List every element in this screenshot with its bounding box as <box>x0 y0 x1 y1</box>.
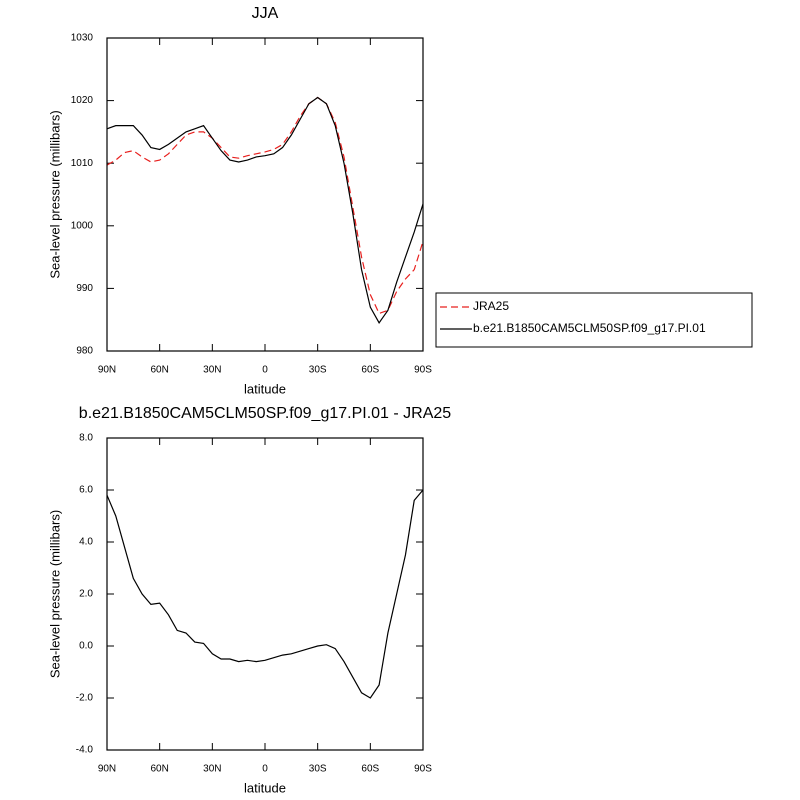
x-axis-title: latitude <box>244 381 286 396</box>
x-tick-label: 30N <box>203 764 221 775</box>
legend-label: b.e21.B1850CAM5CLM50SP.f09_g17.PI.01 <box>473 321 706 335</box>
y-tick-label: 6.0 <box>79 485 93 496</box>
x-axis-title: latitude <box>244 780 286 795</box>
y-tick-label: 8.0 <box>79 433 93 444</box>
x-tick-label: 30N <box>203 365 221 376</box>
y-tick-label: 1020 <box>71 95 94 106</box>
x-tick-label: 90S <box>414 764 432 775</box>
y-tick-label: 980 <box>76 346 93 357</box>
x-tick-label: 30S <box>309 365 327 376</box>
plot-frame <box>106 437 424 751</box>
y-tick-label: 0.0 <box>79 641 93 652</box>
x-tick-label: 90S <box>414 365 432 376</box>
x-tick-label: 60S <box>361 764 379 775</box>
y-tick-label: -2.0 <box>76 693 94 704</box>
x-tick-label: 90N <box>98 764 116 775</box>
x-tick-label: 60N <box>150 365 168 376</box>
x-tick-label: 60N <box>150 764 168 775</box>
x-tick-label: 0 <box>262 764 268 775</box>
data-line <box>106 96 424 324</box>
chart-title: b.e21.B1850CAM5CLM50SP.f09_g17.PI.01 - J… <box>79 405 451 422</box>
x-tick-label: 60S <box>361 365 379 376</box>
legend-box <box>435 292 753 348</box>
x-tick-label: 90N <box>98 365 116 376</box>
y-tick-label: 990 <box>76 283 93 294</box>
plot-frame <box>106 37 424 352</box>
chart-title: JJA <box>252 5 279 22</box>
y-tick-label: 4.0 <box>79 537 93 548</box>
legend-label: JRA25 <box>473 299 509 313</box>
y-tick-label: 2.0 <box>79 589 93 600</box>
x-tick-label: 30S <box>309 764 327 775</box>
y-tick-label: -4.0 <box>76 745 94 756</box>
y-axis-title: Sea-level pressure (millibars) <box>47 510 62 678</box>
data-line <box>106 96 424 315</box>
y-tick-label: 1000 <box>71 220 94 231</box>
y-axis-title: Sea-level pressure (millibars) <box>47 110 62 278</box>
x-tick-label: 0 <box>262 365 268 376</box>
y-tick-label: 1010 <box>71 158 94 169</box>
data-line <box>106 489 424 699</box>
y-tick-label: 1030 <box>71 33 94 44</box>
